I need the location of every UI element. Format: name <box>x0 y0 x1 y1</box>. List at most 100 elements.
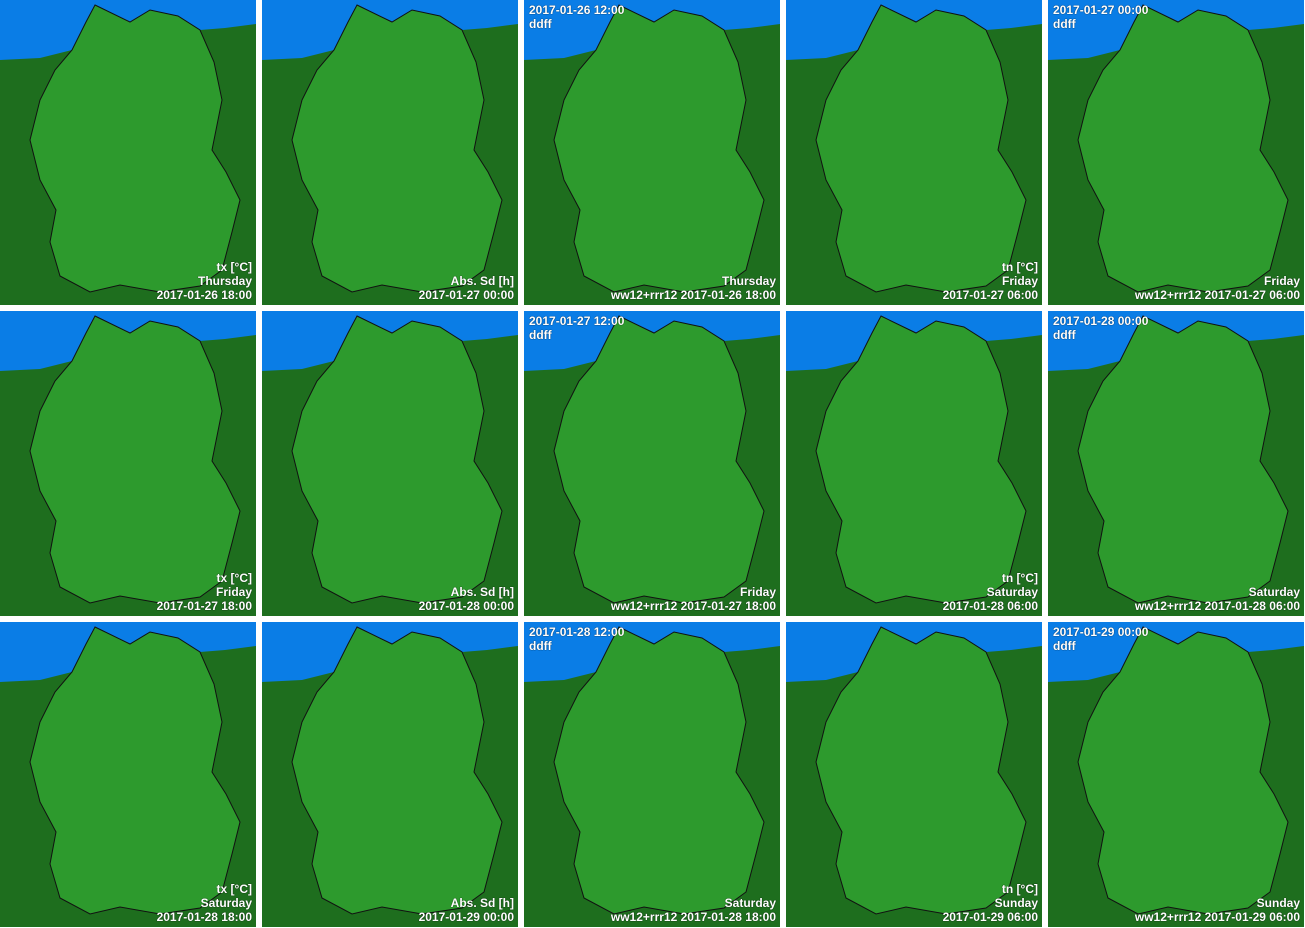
country <box>291 626 503 915</box>
top-labels: 2017-01-27 00:00 ddff <box>1053 3 1148 31</box>
bottom-labels: Friday ww12+rrr12 2017-01-27 18:00 <box>611 585 776 613</box>
panel-label: Friday <box>1263 274 1300 288</box>
bottom-labels: tx [°C] Saturday 2017-01-28 18:00 <box>157 882 252 924</box>
country <box>291 315 503 604</box>
top-labels: 2017-01-28 00:00 ddff <box>1053 314 1148 342</box>
bottom-labels: tn [°C] Sunday 2017-01-29 06:00 <box>943 882 1038 924</box>
panel-label: ww12+rrr12 2017-01-26 18:00 <box>610 288 776 302</box>
panel-label: tn [°C] <box>1001 260 1038 274</box>
country <box>1077 4 1289 293</box>
map-panel: tx [°C] Friday 2017-01-27 18:00 <box>0 311 256 616</box>
map <box>262 622 518 915</box>
sea <box>524 311 780 371</box>
panel-label: Abs. Sd [h] <box>450 896 514 910</box>
map <box>524 622 780 915</box>
panel-label: ddff <box>1053 17 1076 31</box>
map <box>262 311 518 604</box>
sea <box>262 0 518 60</box>
sea <box>1048 0 1304 60</box>
map <box>1048 0 1304 293</box>
panel-label: 2017-01-27 06:00 <box>942 288 1038 302</box>
top-labels: 2017-01-27 12:00 ddff <box>529 314 624 342</box>
panel-label: ww12+rrr12 2017-01-27 18:00 <box>610 599 776 613</box>
map-panel: tn [°C] Sunday 2017-01-29 06:00 <box>786 622 1042 927</box>
panel-label: 2017-01-27 12:00 <box>529 314 625 328</box>
panel-label: Abs. Sd [h] <box>450 274 514 288</box>
panel-label: Sunday <box>994 896 1038 910</box>
panel-label: 2017-01-29 00:00 <box>1053 625 1149 639</box>
sea <box>0 0 256 60</box>
sea <box>524 0 780 60</box>
top-labels: 2017-01-29 00:00 ddff <box>1053 625 1148 653</box>
map <box>0 311 256 604</box>
panel-label: Thursday <box>197 274 252 288</box>
sea <box>262 311 518 371</box>
panel-label: Abs. Sd [h] <box>450 585 514 599</box>
country <box>29 626 241 915</box>
panel-label: ww12+rrr12 2017-01-27 06:00 <box>1134 288 1300 302</box>
bottom-labels: tn [°C] Saturday 2017-01-28 06:00 <box>943 571 1038 613</box>
map-panel: Abs. Sd [h] 2017-01-28 00:00 <box>262 311 518 616</box>
bottom-labels: Abs. Sd [h] 2017-01-28 00:00 <box>419 585 514 613</box>
panel-label: 2017-01-29 06:00 <box>942 910 1038 924</box>
panel-label: Saturday <box>1248 585 1300 599</box>
panel-label: 2017-01-27 00:00 <box>418 288 514 302</box>
panel-label: ww12+rrr12 2017-01-28 06:00 <box>1134 599 1300 613</box>
country <box>29 315 241 604</box>
map-panel: tx [°C] Thursday 2017-01-26 18:00 <box>0 0 256 305</box>
panel-label: Friday <box>215 585 252 599</box>
sea <box>0 622 256 682</box>
panel-label: tn [°C] <box>1001 882 1038 896</box>
map-panel: tn [°C] Saturday 2017-01-28 06:00 <box>786 311 1042 616</box>
panel-label: Saturday <box>724 896 776 910</box>
panel-label: 2017-01-29 00:00 <box>418 910 514 924</box>
country <box>815 315 1027 604</box>
sea <box>786 622 1042 682</box>
bottom-labels: tx [°C] Friday 2017-01-27 18:00 <box>157 571 252 613</box>
map <box>1048 311 1304 604</box>
panel-label: Saturday <box>986 585 1038 599</box>
panel-label: tx [°C] <box>216 882 252 896</box>
country <box>291 4 503 293</box>
panel-label: ddff <box>529 328 552 342</box>
bottom-labels: Abs. Sd [h] 2017-01-29 00:00 <box>419 896 514 924</box>
panel-label: Friday <box>739 585 776 599</box>
panel-label: tx [°C] <box>216 571 252 585</box>
map-panel: 2017-01-26 12:00 ddff Thursday ww12+rrr12 2… <box>524 0 780 305</box>
panel-label: tn [°C] <box>1001 571 1038 585</box>
bottom-labels: tn [°C] Friday 2017-01-27 06:00 <box>943 260 1038 302</box>
country <box>553 4 765 293</box>
panel-label: ddff <box>1053 639 1076 653</box>
panel-label: 2017-01-26 12:00 <box>529 3 625 17</box>
panel-label: ddff <box>529 17 552 31</box>
country <box>29 4 241 293</box>
panel-label: Sunday <box>1256 896 1300 910</box>
map-panel: tx [°C] Saturday 2017-01-28 18:00 <box>0 622 256 927</box>
map-panel: 2017-01-27 00:00 ddff Friday ww12+rrr12 201… <box>1048 0 1304 305</box>
map-panel: tn [°C] Friday 2017-01-27 06:00 <box>786 0 1042 305</box>
map <box>524 0 780 293</box>
bottom-labels: Thursday ww12+rrr12 2017-01-26 18:00 <box>611 274 776 302</box>
top-labels: 2017-01-28 12:00 ddff <box>529 625 624 653</box>
map-panel: 2017-01-28 00:00 ddff Saturday ww12+rrr12 2… <box>1048 311 1304 616</box>
country <box>815 626 1027 915</box>
sea <box>786 0 1042 60</box>
sea <box>262 622 518 682</box>
map <box>786 0 1042 293</box>
panel-label: 2017-01-27 00:00 <box>1053 3 1149 17</box>
sea <box>1048 311 1304 371</box>
country <box>815 4 1027 293</box>
panel-label: 2017-01-26 18:00 <box>156 288 252 302</box>
map <box>0 0 256 293</box>
map <box>262 0 518 293</box>
sea <box>786 311 1042 371</box>
map <box>786 622 1042 915</box>
panel-label: ww12+rrr12 2017-01-28 18:00 <box>610 910 776 924</box>
map <box>524 311 780 604</box>
bottom-labels: Saturday ww12+rrr12 2017-01-28 18:00 <box>611 896 776 924</box>
panel-label: 2017-01-28 00:00 <box>1053 314 1149 328</box>
panel-label: 2017-01-28 06:00 <box>942 599 1038 613</box>
bottom-labels: tx [°C] Thursday 2017-01-26 18:00 <box>157 260 252 302</box>
top-labels: 2017-01-26 12:00 ddff <box>529 3 624 31</box>
panel-label: ddff <box>1053 328 1076 342</box>
